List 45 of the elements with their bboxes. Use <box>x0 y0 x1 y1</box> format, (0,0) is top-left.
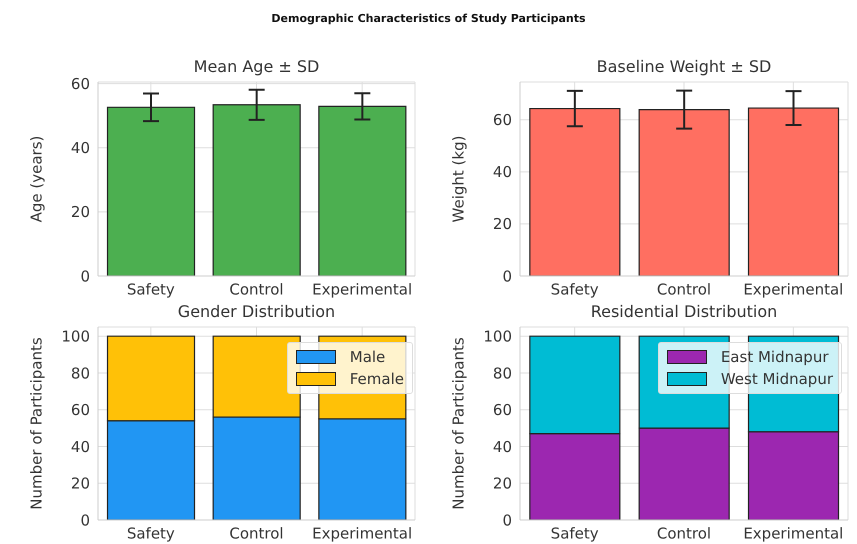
chart-title: Mean Age ± SD <box>192 57 320 76</box>
x-tick-label: Safety <box>126 280 175 299</box>
x-tick-label: Control <box>656 524 712 543</box>
x-tick-label: Experimental <box>743 524 844 543</box>
x-tick-label: Control <box>656 280 712 299</box>
legend-label: East Midnapur <box>720 347 828 368</box>
chart-title: Gender Distribution <box>176 302 336 321</box>
y-axis-title: Number of Participants <box>449 337 468 510</box>
y-tick-label: 20 <box>492 215 512 234</box>
y-axis-title: Number of Participants <box>27 337 46 510</box>
y-tick-label: 0 <box>80 267 90 286</box>
chart-title: Residential Distribution <box>590 302 778 321</box>
x-tick-label: Safety <box>550 280 599 299</box>
y-tick-label: 20 <box>70 474 90 493</box>
y-tick-label: 80 <box>492 364 512 382</box>
y-axis-title: Age (years) <box>27 136 46 222</box>
y-tick-label: 0 <box>502 511 512 530</box>
y-tick-label: 60 <box>492 401 512 420</box>
x-tick-label: Control <box>229 524 284 543</box>
y-tick-label: 60 <box>70 401 90 420</box>
y-tick-label: 0 <box>80 511 90 530</box>
x-tick-label: Experimental <box>312 524 412 543</box>
y-axis-title: Weight (kg) <box>449 136 468 222</box>
y-tick-label: 40 <box>492 163 512 182</box>
x-tick-label: Experimental <box>312 280 412 299</box>
y-tick-label: 20 <box>492 474 512 493</box>
chart-title: Baseline Weight ± SD <box>596 57 772 76</box>
y-tick-label: 40 <box>70 438 90 456</box>
legend-label: Female <box>350 369 404 390</box>
y-tick-label: 60 <box>492 111 512 130</box>
y-tick-label: 100 <box>61 328 90 346</box>
x-tick-label: Experimental <box>743 280 844 299</box>
y-tick-label: 40 <box>70 139 90 158</box>
legend-label: Male <box>350 347 386 368</box>
x-tick-label: Safety <box>550 524 599 543</box>
y-tick-label: 80 <box>70 364 90 382</box>
y-tick-label: 0 <box>502 267 512 286</box>
x-tick-label: Safety <box>126 524 175 543</box>
y-tick-label: 40 <box>492 438 512 456</box>
legend-label: West Midnapur <box>720 369 833 390</box>
y-tick-label: 20 <box>70 203 90 222</box>
y-tick-label: 60 <box>70 74 90 93</box>
text: Demographic Characteristics of Study Participants <box>270 12 587 25</box>
x-tick-label: Control <box>229 280 284 299</box>
y-tick-label: 100 <box>483 328 512 346</box>
